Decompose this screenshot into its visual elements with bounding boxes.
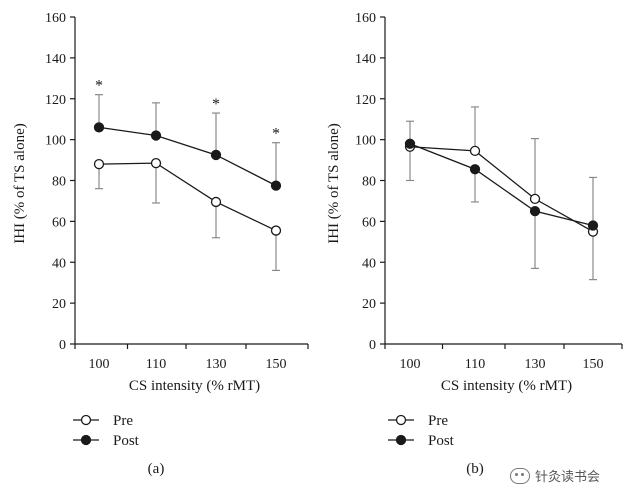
- panel-b-y-tick-label: 140: [355, 52, 376, 67]
- panel-a-data-point-pre: [210, 196, 222, 208]
- panel-a-significance-star: *: [272, 126, 280, 143]
- panel-a-significance-star: *: [212, 96, 220, 113]
- panel-b-legend-marker-pre: [395, 414, 407, 426]
- panel-b-data-point-post: [404, 138, 416, 149]
- panel-b-data-point-post: [529, 206, 541, 217]
- panel-a-legend-marker-post: [80, 434, 92, 446]
- panel-a-legend-label-pre: Pre: [113, 413, 133, 429]
- panel-a-data-point-post: [270, 180, 282, 191]
- panel-a-significance-star: *: [95, 78, 103, 95]
- panel-b-y-tick-label: 20: [362, 297, 376, 312]
- panel-a-legend-marker-pre: [80, 414, 92, 426]
- panel-a-y-tick-label: 80: [52, 175, 66, 190]
- panel-b-legend-label-pre: Pre: [428, 413, 448, 429]
- panel-a-y-tick-label: 140: [45, 52, 66, 67]
- panel-a-y-tick-label: 160: [45, 11, 66, 26]
- panel-a-data-point-pre: [150, 157, 162, 169]
- panel-a-series-line-post: [98, 126, 277, 187]
- panel-a-x-axis-title: CS intensity (% rMT): [129, 378, 260, 394]
- panel-b-x-tick-label: 100: [400, 357, 421, 372]
- panel-a-data-point-pre: [93, 158, 105, 170]
- panel-a-y-axis-title: IHI (% of TS alone): [12, 123, 28, 244]
- panel-b-y-tick-label: 80: [362, 175, 376, 190]
- panel-b-y-tick-label: 160: [355, 11, 376, 26]
- panel-a-legend-label-post: Post: [113, 433, 140, 449]
- panel-b-x-tick-label: 150: [583, 357, 604, 372]
- panel-a-x-tick-label: 110: [146, 357, 166, 372]
- panel-a-x-tick-label: 150: [266, 357, 287, 372]
- panel-b-y-tick-label: 100: [355, 134, 376, 149]
- panel-b-y-tick-label: 60: [362, 215, 376, 230]
- wechat-icon: [510, 467, 530, 484]
- panel-a-data-point-post: [93, 122, 105, 133]
- panel-a-series-line-pre: [98, 162, 277, 232]
- panel-a-x-tick-label: 100: [89, 357, 110, 372]
- watermark: 针灸读书会: [510, 466, 600, 485]
- panel-b-data-point-post: [587, 220, 599, 231]
- panel-b-series-line-pre: [409, 146, 594, 233]
- watermark-text: 针灸读书会: [535, 470, 601, 485]
- panel-b-data-point-pre: [469, 145, 481, 157]
- panel-a-y-tick-label: 0: [59, 338, 66, 353]
- panel-b-y-tick-label: 40: [362, 256, 376, 271]
- panel-b-data-point-pre: [529, 193, 541, 205]
- panel-b-legend-label-post: Post: [428, 433, 455, 449]
- panel-b-series-line-post: [409, 143, 594, 227]
- panel-b-x-axis-title: CS intensity (% rMT): [441, 378, 572, 394]
- panel-a-y-tick-label: 100: [45, 134, 66, 149]
- panel-b-y-tick-label: 120: [355, 93, 376, 108]
- panel-a-data-point-pre: [270, 225, 282, 236]
- panel-a-data-point-post: [210, 149, 222, 161]
- panel-a-data-point-post: [150, 130, 162, 141]
- panel-b-x-tick-label: 110: [465, 357, 485, 372]
- panel-a-y-tick-label: 60: [52, 215, 66, 230]
- panel-a-y-tick-label: 20: [52, 297, 66, 312]
- panel-b-y-tick-label: 0: [369, 338, 376, 353]
- panel-a-y-tick-label: 120: [45, 93, 66, 108]
- panel-a-label: (a): [148, 461, 165, 477]
- panel-b-label: (b): [466, 461, 484, 477]
- panel-b-legend-marker-post: [395, 434, 407, 446]
- panel-b-x-tick-label: 130: [525, 357, 546, 372]
- panel-b-data-point-post: [469, 164, 481, 175]
- panel-a-y-tick-label: 40: [52, 256, 66, 271]
- panel-a-x-tick-label: 130: [206, 357, 227, 372]
- panel-b-y-axis-title: IHI (% of TS alone): [326, 123, 342, 244]
